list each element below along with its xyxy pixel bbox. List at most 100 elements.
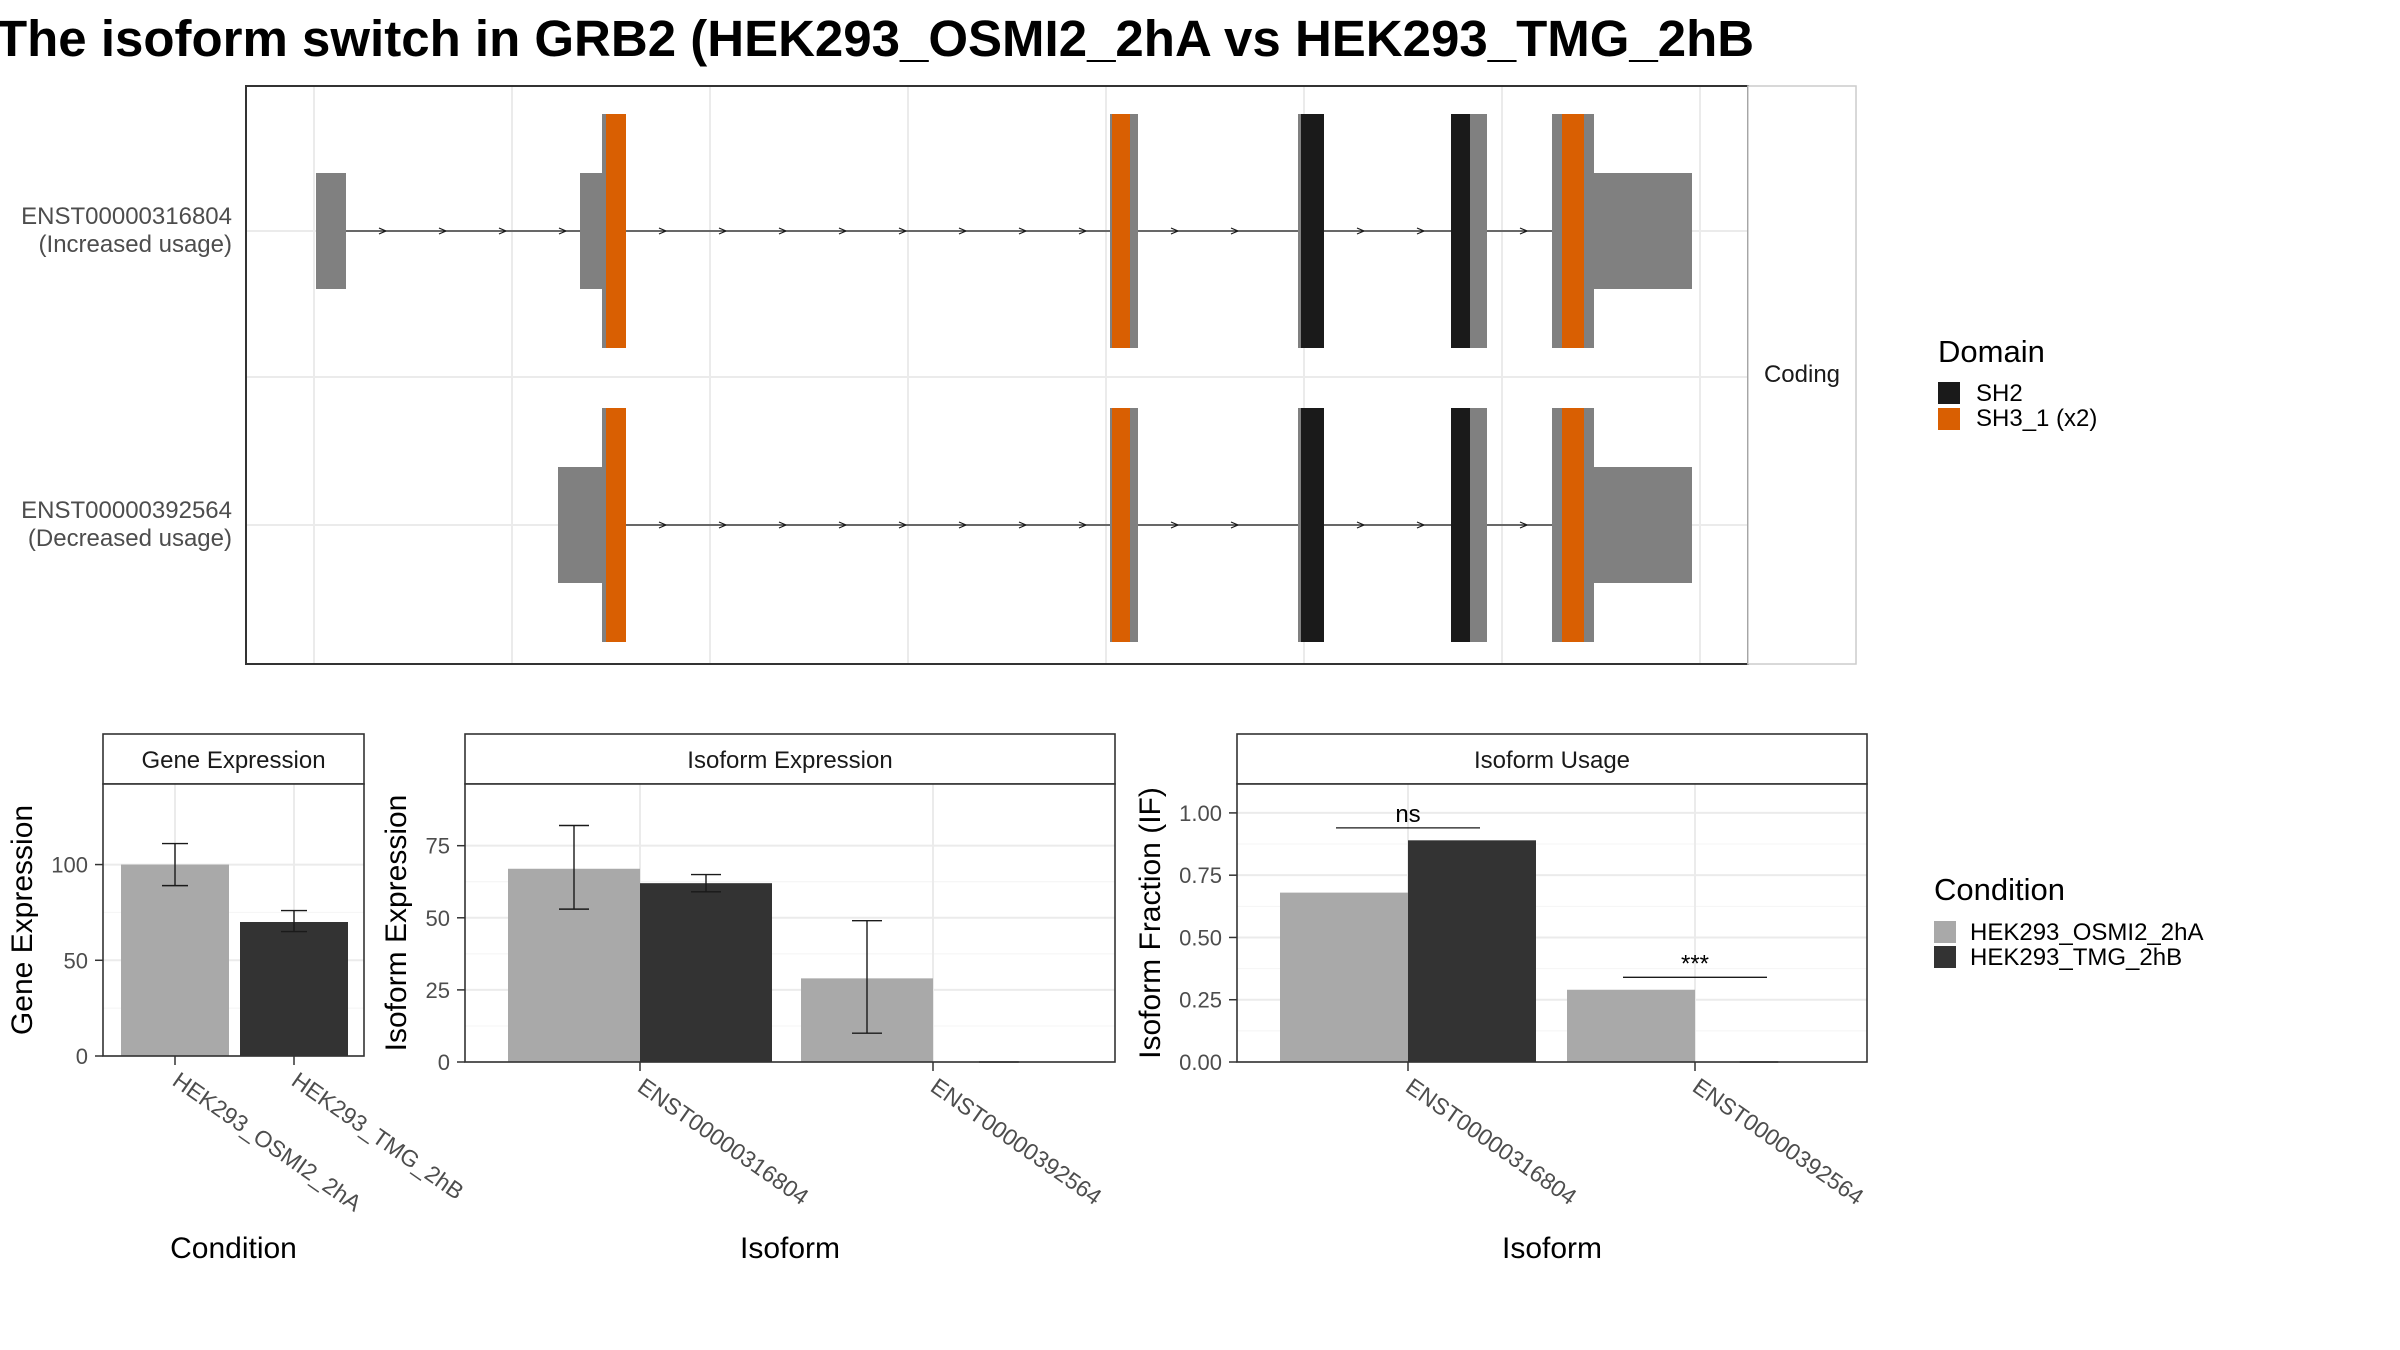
intron-arrow-9	[958, 227, 968, 235]
legend-swatch-condition-a	[1934, 921, 1956, 943]
legend-label-condition-a: HEK293_OSMI2_2hA	[1970, 919, 2203, 946]
x-tick-label-0: ENST00000316804	[633, 1073, 814, 1210]
isoform-expression-chart: Isoform Expression 0 25 50 75 ENST00000316804…	[380, 733, 1116, 1265]
condition-legend-title: Condition	[1934, 872, 2065, 907]
sh2-domain-3	[1451, 114, 1470, 348]
isoform-label-2: ENST00000392564 (Decreased usage)	[21, 497, 232, 552]
legend-swatch-sh2	[1938, 382, 1960, 404]
intron-arrow-16	[1519, 227, 1529, 235]
intron-arrow-7	[838, 227, 848, 235]
isoform-label-1-usage: (Increased usage)	[39, 231, 232, 258]
utr-exon-0	[558, 467, 606, 583]
panel-title: Isoform Expression	[687, 747, 892, 774]
legend-label-sh3: SH3_1 (x2)	[1976, 405, 2097, 432]
isoform-usage-chart: Isoform Usage 0.00 0.25 0.50 0.75 1.00 ns *** EN…	[1134, 733, 1869, 1265]
intron-arrow-4	[898, 521, 908, 529]
y-axis-title: Gene Expression	[6, 805, 39, 1035]
significance-label-0: ns	[1395, 801, 1420, 828]
y-tick-label-3: 0.75	[1179, 863, 1222, 888]
domain-legend-title: Domain	[1938, 334, 2045, 369]
intron-arrow-8	[1170, 521, 1180, 529]
x-tick-label-0: HEK293_OSMI2_2hA	[168, 1067, 367, 1217]
intron-arrow-9	[1230, 521, 1240, 529]
intron-arrow-6	[778, 227, 788, 235]
panel-strip	[102, 733, 365, 785]
intron-arrow-2	[778, 521, 788, 529]
structure-panel: Coding ENST00000316804 (Increased usage)…	[21, 85, 1857, 665]
bar-ENST00000316804-HEK293_TMG_2hB	[640, 883, 772, 1062]
domain-legend: Domain SH2 SH3_1 (x2)	[1938, 334, 2097, 432]
intron-arrow-13	[1230, 227, 1240, 235]
y-tick-label-1: 50	[64, 948, 88, 973]
y-axis-title: Isoform Fraction (IF)	[1134, 787, 1167, 1059]
intron-arrow-8	[898, 227, 908, 235]
bar-ENST00000316804-HEK293_TMG_2hB	[1408, 840, 1536, 1062]
x-tick-label-1: ENST00000392564	[926, 1073, 1107, 1210]
intron-arrow-5	[718, 227, 728, 235]
intron-arrow-2	[498, 227, 508, 235]
sh2-domain-2	[1301, 408, 1324, 642]
y-tick-label-4: 1.00	[1179, 801, 1222, 826]
facet-strip	[1747, 85, 1857, 665]
sh3-domain-1	[1112, 408, 1130, 642]
x-axis-title: Condition	[170, 1232, 297, 1265]
significance-label-1: ***	[1681, 950, 1709, 977]
intron-arrow-11	[1078, 227, 1088, 235]
bar-ENST00000392564-HEK293_OSMI2_2hA	[1567, 989, 1695, 1062]
utr-exon-6	[1594, 467, 1692, 583]
intron-arrow-1	[718, 521, 728, 529]
y-axis-title: Isoform Expression	[380, 795, 413, 1052]
intron-arrow-0	[378, 227, 388, 235]
x-tick-label-1: ENST00000392564	[1688, 1073, 1869, 1210]
bar-HEK293_OSMI2_2hA	[121, 864, 229, 1056]
x-axis-title: Isoform	[740, 1232, 840, 1265]
intron-arrow-3	[558, 227, 568, 235]
y-tick-label-0: 0	[438, 1050, 450, 1075]
intron-arrow-10	[1018, 227, 1028, 235]
bar-HEK293_TMG_2hB	[240, 922, 348, 1056]
intron-arrow-12	[1519, 521, 1529, 529]
y-tick-label-3: 75	[426, 834, 450, 859]
legend-swatch-condition-b	[1934, 946, 1956, 968]
plot-border	[464, 783, 1116, 1063]
structure-isoforms	[316, 114, 1692, 642]
isoform-label-2-usage: (Decreased usage)	[28, 525, 232, 552]
panel-title: Isoform Usage	[1474, 747, 1630, 774]
y-tick-label-1: 0.25	[1179, 988, 1222, 1013]
isoform-label-1-id: ENST00000316804	[21, 203, 232, 230]
sh3-domain-4	[1562, 114, 1584, 348]
bar-ENST00000316804-HEK293_OSMI2_2hA	[1280, 892, 1408, 1062]
intron-arrow-14	[1356, 227, 1366, 235]
sh3-domain-1	[1112, 114, 1130, 348]
isoform-track-2	[558, 408, 1692, 642]
intron-arrow-7	[1078, 521, 1088, 529]
isoform-label-1: ENST00000316804 (Increased usage)	[21, 203, 232, 258]
utr-exon-7	[1594, 173, 1692, 289]
isoform-label-2-id: ENST00000392564	[21, 497, 232, 524]
structure-panel-background	[246, 86, 1748, 664]
intron-arrow-5	[958, 521, 968, 529]
legend-label-sh2: SH2	[1976, 380, 2023, 407]
utr-exon-0	[316, 173, 346, 289]
intron-arrow-6	[1018, 521, 1028, 529]
panel-strip	[1236, 733, 1868, 785]
y-tick-label-2: 50	[426, 906, 450, 931]
intron-arrow-1	[438, 227, 448, 235]
legend-swatch-sh3	[1938, 408, 1960, 430]
facet-strip-label: Coding	[1764, 361, 1840, 388]
intron-arrow-15	[1416, 227, 1426, 235]
isoform-track-1	[316, 114, 1692, 348]
legend-label-condition-b: HEK293_TMG_2hB	[1970, 944, 2182, 971]
y-tick-label-2: 100	[51, 853, 88, 878]
sh3-domain-0	[606, 408, 626, 642]
panel-strip	[464, 733, 1116, 785]
x-axis-title: Isoform	[1502, 1232, 1602, 1265]
plot-border	[102, 783, 365, 1057]
plot-border	[1236, 783, 1868, 1063]
intron-arrow-11	[1416, 521, 1426, 529]
intron-arrow-10	[1356, 521, 1366, 529]
y-tick-label-0: 0.00	[1179, 1050, 1222, 1075]
sh2-domain-3	[1451, 408, 1470, 642]
x-tick-label-0: ENST00000316804	[1401, 1073, 1582, 1210]
